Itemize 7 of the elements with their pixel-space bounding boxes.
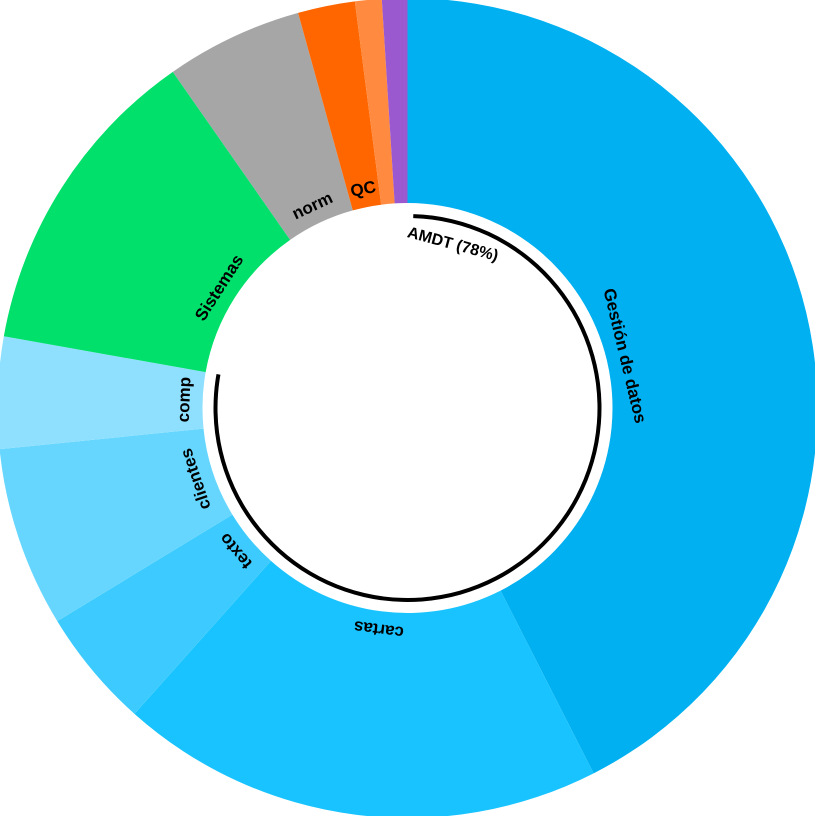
text: AMDT (78%) [405, 224, 500, 265]
slice-label: comp [174, 376, 195, 423]
slice-label: clientes [176, 446, 215, 512]
slice-label: norm [289, 188, 336, 224]
slice-label: Gestión de datos [599, 286, 650, 426]
slice-label: cartas [352, 617, 405, 642]
slice-label: QC [348, 177, 378, 201]
